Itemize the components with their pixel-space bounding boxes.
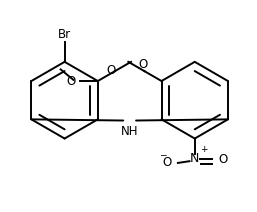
Text: O: O	[162, 156, 171, 169]
Text: N: N	[190, 152, 199, 165]
Text: O: O	[218, 153, 227, 166]
Text: O: O	[139, 58, 148, 71]
Text: +: +	[200, 145, 207, 154]
Text: Br: Br	[58, 28, 71, 41]
Text: O: O	[107, 64, 116, 77]
Text: O: O	[67, 75, 76, 88]
Text: NH: NH	[121, 125, 139, 138]
Text: −: −	[159, 151, 167, 159]
